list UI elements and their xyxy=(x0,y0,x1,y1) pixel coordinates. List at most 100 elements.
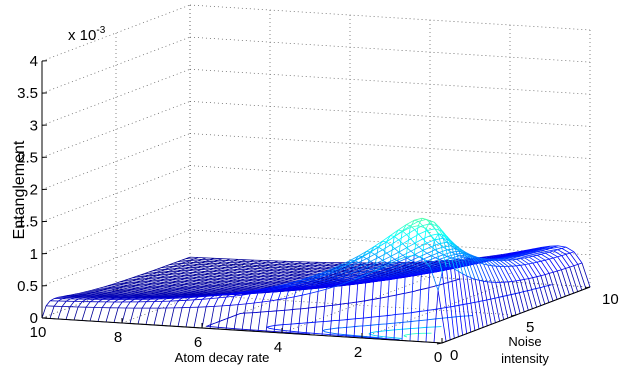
mesh-line-x xyxy=(446,249,452,253)
mesh-line-y xyxy=(351,279,360,283)
mesh-line-x xyxy=(553,256,558,259)
mesh-line-x xyxy=(105,299,111,303)
mesh-line-y xyxy=(573,251,583,264)
mesh-line-x xyxy=(532,276,537,279)
mesh-line-y xyxy=(424,271,433,274)
mesh-line-y xyxy=(299,288,308,290)
surface-mesh xyxy=(41,217,591,344)
mesh-line-y xyxy=(471,254,480,264)
mesh-line-x xyxy=(385,235,391,243)
mesh-line-y xyxy=(354,256,363,262)
mesh-line-y xyxy=(394,243,403,249)
mesh-line-x xyxy=(528,277,533,279)
mesh-line-y xyxy=(190,296,199,298)
mesh-line-y xyxy=(363,278,372,282)
mesh-line-x xyxy=(201,296,207,300)
mesh-line-y xyxy=(447,248,456,251)
mesh-line-y xyxy=(415,264,424,269)
mesh-line-x xyxy=(73,306,79,321)
mesh-line-y xyxy=(443,265,453,269)
mesh-line-x xyxy=(69,301,75,307)
mesh-line-y xyxy=(553,250,562,256)
mesh-line-y xyxy=(399,265,408,269)
y-tick-mark-2 xyxy=(584,286,591,289)
mesh-line-y xyxy=(379,274,388,278)
mesh-line-y xyxy=(390,239,399,246)
mesh-line-y xyxy=(464,263,473,267)
mesh-line-y xyxy=(423,269,433,273)
mesh-line-y xyxy=(487,264,497,283)
mesh-line-y xyxy=(441,272,451,340)
mesh-line-x xyxy=(528,262,533,265)
mesh-line-y xyxy=(314,273,323,278)
mesh-line-y xyxy=(374,240,383,247)
mesh-line-y xyxy=(478,280,488,326)
mesh-line-y xyxy=(557,256,566,269)
mesh-line-y xyxy=(462,273,472,333)
mesh-line-x xyxy=(557,269,562,272)
mesh-line-y xyxy=(454,246,464,275)
z-grid-back-5 xyxy=(189,101,591,127)
mesh-line-y xyxy=(475,256,484,265)
mesh-line-x xyxy=(413,225,419,256)
mesh-line-y xyxy=(198,296,207,298)
mesh-line-y xyxy=(350,276,360,279)
mesh-line-y xyxy=(529,248,538,251)
mesh-line-y xyxy=(483,258,493,267)
mesh-line-x xyxy=(41,305,47,319)
mesh-line-y xyxy=(366,263,375,268)
mesh-line-y xyxy=(294,287,304,290)
mesh-line-y xyxy=(402,260,412,265)
mesh-line-y xyxy=(532,277,542,306)
mesh-line-x xyxy=(483,280,488,283)
mesh-line-y xyxy=(226,295,235,298)
x-tick-label-4: 2 xyxy=(354,344,362,361)
mesh-line-y xyxy=(258,290,267,293)
mesh-line-x xyxy=(57,306,63,320)
mesh-line-y xyxy=(485,256,494,259)
mesh-line-y xyxy=(474,279,484,328)
mesh-line-y xyxy=(350,270,359,274)
mesh-line-y xyxy=(397,256,407,261)
mesh-line-y xyxy=(347,282,356,285)
mesh-line-x xyxy=(561,254,566,256)
mesh-line-y xyxy=(311,287,320,289)
mesh-line-y xyxy=(450,240,460,251)
mesh-line-y xyxy=(291,289,300,291)
mesh-line-y xyxy=(383,271,392,275)
mesh-line-x xyxy=(77,301,83,308)
mesh-line-y xyxy=(318,280,327,283)
mesh-line-y xyxy=(270,289,279,292)
mesh-line-x xyxy=(421,228,427,258)
mesh-line-y xyxy=(374,268,384,272)
mesh-line-y xyxy=(367,280,376,283)
mesh-line-y xyxy=(202,298,211,300)
mesh-line-y xyxy=(369,246,379,253)
mesh-line-x xyxy=(313,291,319,336)
mesh-line-y xyxy=(419,271,429,275)
mesh-line-x xyxy=(557,255,562,258)
mesh-line-x xyxy=(573,264,579,267)
mesh-line-y xyxy=(370,257,379,262)
mesh-line-y xyxy=(427,257,436,262)
mesh-line-y xyxy=(557,249,567,255)
mesh-line-y xyxy=(411,271,420,275)
mesh-line-x xyxy=(173,300,179,309)
contour-level-4 xyxy=(403,332,432,338)
mesh-line-y xyxy=(302,286,312,289)
mesh-line-y xyxy=(429,220,439,235)
mesh-line-y xyxy=(533,252,542,255)
mesh-line-y xyxy=(524,257,534,264)
mesh-line-y xyxy=(565,254,575,267)
mesh-line-y xyxy=(314,278,323,282)
mesh-line-y xyxy=(462,253,472,278)
mesh-line-y xyxy=(373,266,383,272)
mesh-line-x xyxy=(137,308,143,325)
mesh-line-x xyxy=(97,299,103,303)
mesh-line-y xyxy=(407,273,416,277)
mesh-line-x xyxy=(561,268,566,271)
mesh-line-y xyxy=(234,294,243,297)
mesh-line-x xyxy=(418,221,423,226)
mesh-line-y xyxy=(512,259,521,266)
mesh-line-x xyxy=(233,304,239,331)
